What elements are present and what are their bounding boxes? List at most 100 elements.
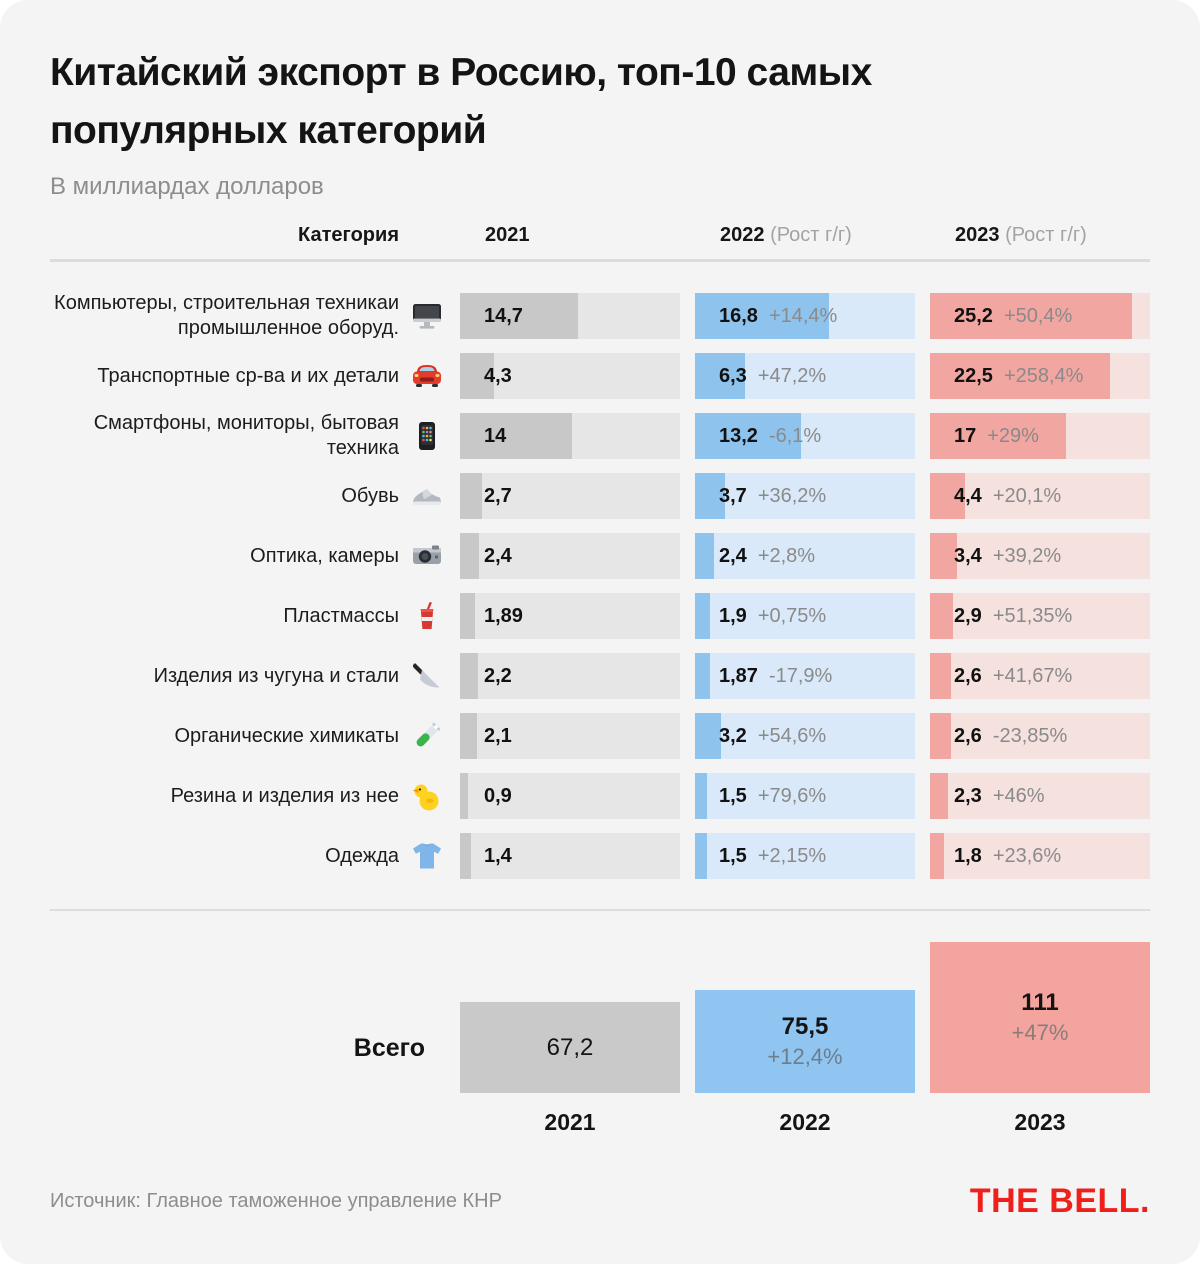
column-header-2021: 2021 [485,224,530,246]
bar-2023: 2,6 +41,67% [930,653,1150,699]
totals-label: Всего [353,1034,425,1062]
bar-growth: -17,9% [768,664,833,687]
bar-fill-2022 [695,773,707,819]
bar-growth: +41,67% [992,664,1073,687]
bar-fill-2022 [695,293,830,339]
car-icon [409,358,445,394]
bar-2022: 1,5 +2,15% [695,833,915,879]
source-note: Источник: Главное таможенное управление … [50,1190,502,1212]
bar-growth: +79,6% [757,784,827,807]
bar-2023: 2,3 +46% [930,773,1150,819]
bar-fill-2022 [695,713,721,759]
rubber-duck-icon [409,778,445,814]
bar-fill-2022 [695,353,746,399]
category-row: Резина и изделия из нее 0,9 1,5 +79,6% 2,3 +4… [50,773,1150,819]
bar-fill-2021 [460,833,472,879]
bar-growth: +29% [987,424,1039,447]
column-header-2022-growth: (Рост г/г) [770,224,852,246]
category-cell: Изделия из чугуна и стали [50,653,445,699]
bar-2022: 1,87 -17,9% [695,653,915,699]
total-value-2022: 75,5 [781,1013,829,1040]
cup-with-straw-icon [409,598,445,634]
category-label: Одежда [325,844,399,867]
bar-value: 14,7 [484,304,523,327]
year-label-2021: 2021 [544,1109,596,1135]
bar-value: 1,5 [719,784,747,807]
bar-2021: 2,2 [460,653,680,699]
bar-value: 2,4 [484,544,512,567]
category-cell: Одежда [50,833,445,879]
footer: Источник: Главное таможенное управление … [50,1182,1150,1221]
bar-value: 14 [484,424,507,447]
category-label: Резина и изделия из нее [170,784,399,807]
column-header-category: Категория [298,224,399,246]
bar-2021: 0,9 [460,773,680,819]
bar-value: 2,9 [954,604,982,627]
bar-value: 3,2 [719,724,747,747]
bar-value: 2,7 [484,484,512,507]
bar-fill-2022 [695,653,710,699]
category-cell: Обувь [50,473,445,519]
bar-fill-2021 [460,413,572,459]
bar-fill-2021 [460,353,495,399]
the-bell-logo: THE BELL. [969,1182,1150,1220]
bar-growth: +51,35% [992,604,1073,627]
bar-growth: +0,75% [757,604,827,627]
bar-growth: +47,2% [757,364,827,387]
bar-growth: -23,85% [992,724,1068,747]
year-label-2022: 2022 [779,1109,831,1135]
column-header-2023-growth: (Рост г/г) [1005,224,1087,246]
category-row: Одежда 1,4 1,5 +2,15% 1,8 +23,6% [50,833,1150,879]
bar-fill-2021 [460,773,468,819]
bar-2022: 1,5 +79,6% [695,773,915,819]
bar-fill-2022 [695,833,707,879]
bar-2022: 1,9 +0,75% [695,593,915,639]
bar-value: 2,4 [719,544,747,567]
bar-fill-2021 [460,473,482,519]
bar-2023: 4,4 +20,1% [930,473,1150,519]
bar-growth: +23,6% [992,844,1062,867]
category-label: Оптика, камеры [250,544,399,567]
page-title: Китайский экспорт в Россию, топ-10 самых… [50,51,872,152]
bar-2022: 3,7 +36,2% [695,473,915,519]
category-row: Органические химикаты 2,1 3,2 +54,6% 2,6 -23,… [50,713,1150,759]
column-header-2022: 2022 (Рост г/г) [720,224,852,246]
bar-fill-2022 [695,593,711,639]
year-label-2023: 2023 [1014,1109,1066,1135]
category-rows: Компьютеры, строительная техникаи промыш… [50,292,1150,879]
bar-growth: +2,8% [757,544,816,567]
bar-2021: 2,7 [460,473,680,519]
category-cell: Пластмассы [50,593,445,639]
bar-fill-2021 [460,293,578,339]
category-label: Органические химикаты [174,724,399,747]
category-cell: Смартфоны, мониторы, бытовая техника [50,412,445,459]
category-cell: Органические химикаты [50,713,445,759]
total-bar-2022: 75,5 +12,4% [695,990,915,1093]
total-value-2021: 67,2 [546,1033,594,1061]
category-row: Смартфоны, мониторы, бытовая техника 14 13… [50,412,1150,459]
category-row: Компьютеры, строительная техникаи промыш… [50,292,1150,339]
total-value-2023: 111 [1021,989,1059,1016]
bar-value: 1,9 [719,604,747,627]
bar-2022: 16,8 +14,4% [695,293,915,339]
column-header-2023: 2023 (Рост г/г) [955,224,1087,246]
bar-growth: +258,4% [1003,364,1084,387]
bar-value: 17 [954,424,977,447]
bar-value: 16,8 [719,304,758,327]
bar-growth: +54,6% [757,724,827,747]
bar-growth: +20,1% [992,484,1062,507]
bar-fill-2023 [930,713,951,759]
category-row: Обувь 2,7 3,7 +36,2% 4,4 +20,1% [50,473,1150,519]
bar-2021: 14,7 [460,293,680,339]
bar-fill-2023 [930,293,1132,339]
bar-value: 2,1 [484,724,512,747]
bar-growth: +14,4% [768,304,838,327]
category-label: Транспортные ср-ва и их детали [97,364,399,387]
bar-2023: 3,4 +39,2% [930,533,1150,579]
bar-growth: +50,4% [1003,304,1073,327]
bar-2021: 2,1 [460,713,680,759]
bar-value: 3,7 [719,484,747,507]
sneaker-icon [409,478,445,514]
category-cell: Резина и изделия из нее [50,773,445,819]
